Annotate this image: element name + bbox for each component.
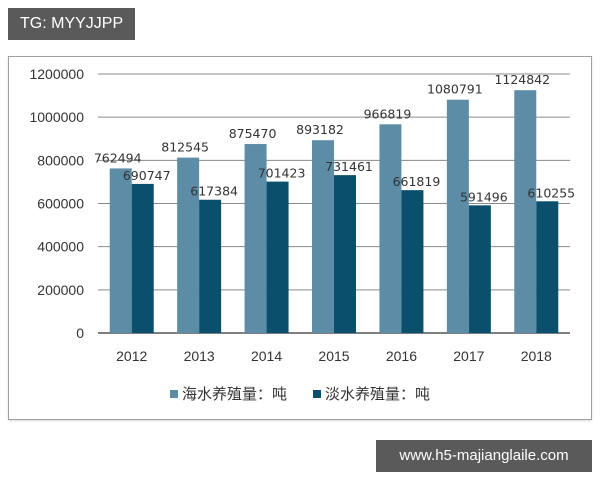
data-label: 617384: [190, 184, 238, 199]
x-tick-label: 2016: [386, 348, 417, 364]
bar-freshwater: [266, 181, 289, 333]
bar-seawater: [312, 140, 334, 333]
data-label: 731461: [325, 159, 373, 174]
x-tick-label: 2017: [453, 348, 484, 364]
y-tick-label: 1000000: [29, 109, 84, 125]
watermark-bottom-right: www.h5-majianglaile.com: [376, 440, 592, 472]
bar-freshwater: [536, 201, 559, 333]
bar-freshwater: [131, 183, 154, 333]
legend-swatch-seawater: [169, 389, 178, 398]
y-tick-label: 0: [76, 325, 84, 341]
bar-freshwater: [401, 190, 424, 333]
legend-item-freshwater: 淡水养殖量：吨: [313, 383, 430, 404]
data-label: 966819: [364, 106, 412, 121]
bar-freshwater: [468, 205, 491, 333]
bar-freshwater: [199, 199, 222, 333]
data-label: 1124842: [494, 72, 550, 87]
x-tick-label: 2014: [251, 348, 282, 364]
data-label: 893182: [296, 122, 344, 137]
data-label: 812545: [161, 140, 209, 155]
chart-legend: 海水养殖量：吨 淡水养殖量：吨: [0, 383, 600, 404]
bar-seawater: [109, 168, 132, 333]
bar-seawater: [514, 90, 537, 333]
bar-seawater: [177, 157, 200, 333]
data-label: 1080791: [427, 82, 483, 97]
data-label: 591496: [460, 189, 508, 204]
watermark-top-left: TG: MYYJJPP: [8, 8, 136, 40]
bar-freshwater: [334, 175, 356, 333]
x-tick-label: 2013: [184, 348, 215, 364]
x-tick-label: 2015: [318, 348, 349, 364]
data-label: 762494: [94, 150, 142, 165]
data-label: 875470: [229, 126, 277, 141]
data-label: 690747: [123, 168, 171, 183]
y-tick-label: 400000: [37, 239, 84, 255]
bar-seawater: [244, 144, 267, 333]
legend-swatch-freshwater: [313, 389, 321, 398]
bar-seawater: [446, 99, 469, 333]
y-tick-label: 200000: [37, 282, 84, 298]
legend-item-seawater: 海水养殖量：吨: [169, 383, 287, 404]
x-tick-label: 2018: [521, 348, 552, 364]
x-tick-label: 2012: [116, 348, 147, 364]
bar-seawater: [379, 124, 402, 333]
legend-label-seawater: 海水养殖量：吨: [181, 385, 287, 403]
y-tick-label: 600000: [37, 196, 84, 212]
y-tick-label: 800000: [37, 152, 84, 168]
data-label: 610255: [527, 185, 575, 200]
data-label: 661819: [393, 174, 441, 189]
legend-label-freshwater: 淡水养殖量：吨: [325, 385, 431, 403]
data-label: 701423: [258, 166, 306, 181]
y-tick-label: 1200000: [29, 66, 84, 82]
